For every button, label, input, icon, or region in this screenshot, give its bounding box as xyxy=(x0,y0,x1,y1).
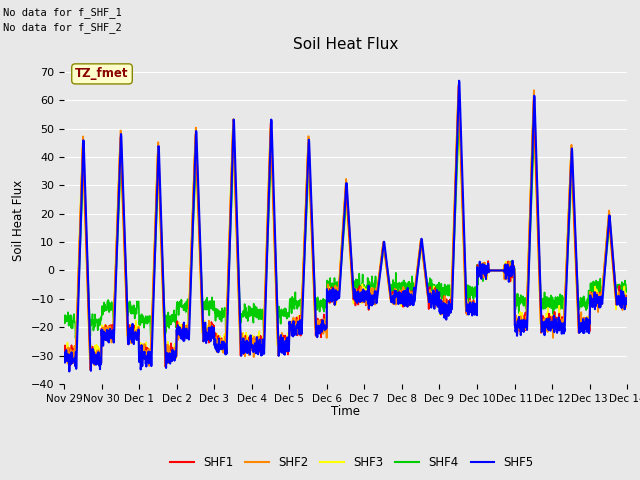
SHF2 xyxy=(623,303,631,309)
SHF3 xyxy=(623,299,631,305)
SHF4 xyxy=(445,285,452,290)
SHF1 xyxy=(293,325,301,331)
SHF1 xyxy=(86,367,94,372)
Text: No data for f_SHF_1: No data for f_SHF_1 xyxy=(3,7,122,18)
SHF1 xyxy=(60,345,68,350)
SHF4 xyxy=(60,312,68,318)
SHF2 xyxy=(293,331,301,337)
SHF1 xyxy=(291,327,298,333)
SHF4 xyxy=(293,300,301,306)
SHF4 xyxy=(271,238,279,243)
SHF4 xyxy=(180,307,188,313)
SHF5 xyxy=(291,324,298,330)
SHF3 xyxy=(445,306,452,312)
SHF1 xyxy=(445,302,452,308)
SHF5 xyxy=(293,325,301,331)
SHF5 xyxy=(60,353,68,359)
Y-axis label: Soil Heat Flux: Soil Heat Flux xyxy=(12,180,25,262)
SHF1 xyxy=(454,83,462,89)
SHF3 xyxy=(293,323,301,328)
SHF2 xyxy=(87,367,95,373)
SHF1 xyxy=(271,256,279,262)
SHF1 xyxy=(93,352,100,358)
SHF3 xyxy=(60,353,68,359)
SHF3 xyxy=(71,362,79,368)
Text: TZ_fmet: TZ_fmet xyxy=(76,67,129,80)
SHF2 xyxy=(455,81,463,87)
SHF4 xyxy=(455,114,463,120)
SHF5 xyxy=(271,231,279,237)
Line: SHF2: SHF2 xyxy=(64,84,627,370)
SHF2 xyxy=(60,355,68,361)
Line: SHF1: SHF1 xyxy=(64,86,627,370)
SHF2 xyxy=(93,353,100,359)
Text: No data for f_SHF_2: No data for f_SHF_2 xyxy=(3,22,122,33)
Line: SHF5: SHF5 xyxy=(64,81,627,372)
Title: Soil Heat Flux: Soil Heat Flux xyxy=(293,37,398,52)
SHF5 xyxy=(180,330,188,336)
SHF4 xyxy=(93,318,100,324)
SHF2 xyxy=(271,244,279,250)
SHF3 xyxy=(271,267,279,273)
SHF2 xyxy=(180,332,188,338)
SHF1 xyxy=(623,295,631,301)
SHF4 xyxy=(623,282,631,288)
SHF4 xyxy=(291,302,298,308)
SHF5 xyxy=(93,355,100,360)
SHF1 xyxy=(180,330,188,336)
SHF2 xyxy=(291,318,298,324)
SHF5 xyxy=(623,298,631,304)
SHF2 xyxy=(445,304,452,310)
Legend: SHF1, SHF2, SHF3, SHF4, SHF5: SHF1, SHF2, SHF3, SHF4, SHF5 xyxy=(166,452,538,474)
Line: SHF4: SHF4 xyxy=(64,117,627,350)
SHF4 xyxy=(72,347,80,353)
X-axis label: Time: Time xyxy=(331,405,360,418)
SHF5 xyxy=(445,299,452,304)
SHF3 xyxy=(93,342,100,348)
SHF3 xyxy=(180,328,188,334)
SHF5 xyxy=(65,369,73,374)
SHF5 xyxy=(455,78,463,84)
SHF3 xyxy=(291,317,298,323)
Line: SHF3: SHF3 xyxy=(64,93,627,365)
SHF3 xyxy=(454,90,462,96)
